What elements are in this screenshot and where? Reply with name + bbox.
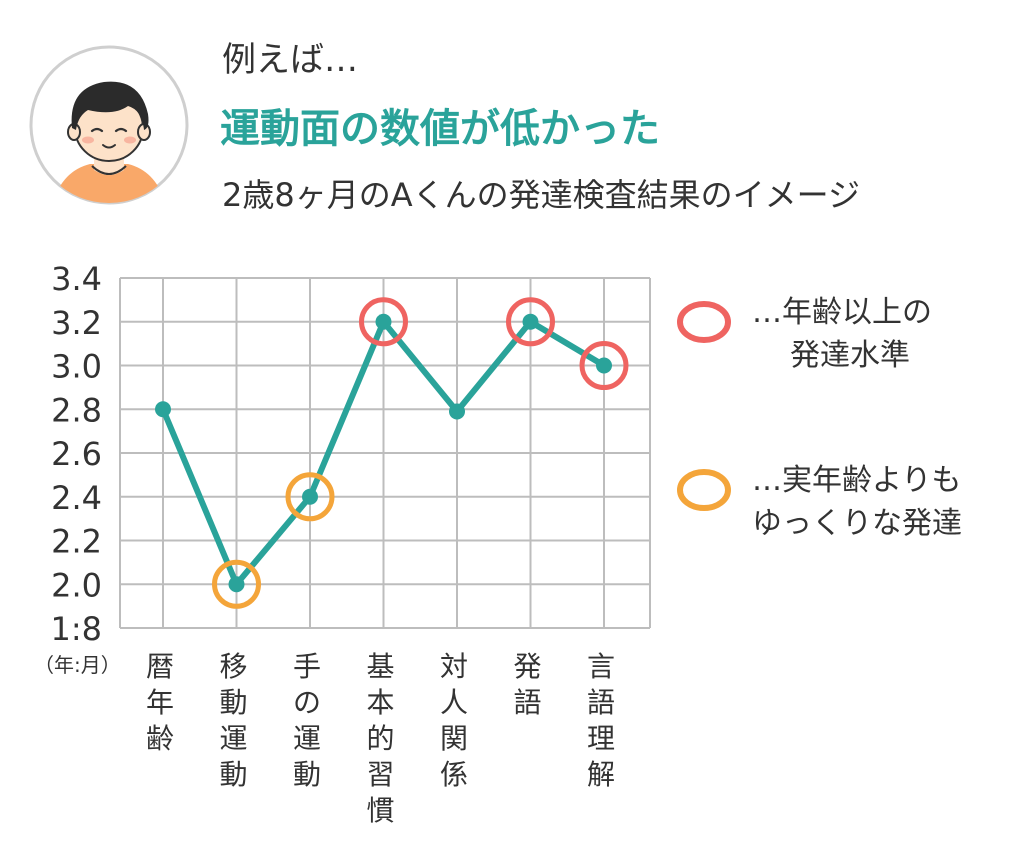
data-point (375, 313, 392, 330)
data-point (449, 403, 465, 420)
y-tick-label: 2.0 (51, 566, 102, 604)
x-category-label: 動 (219, 686, 247, 719)
x-category-label: 動 (293, 758, 321, 791)
data-point (302, 488, 318, 505)
x-category-label: 語 (513, 686, 541, 719)
x-category-label: 慣 (366, 794, 394, 827)
legend-slower-label-2: ゆっくりな発達 (752, 506, 962, 541)
x-category-label: 的 (366, 722, 394, 755)
above-age-ring (506, 297, 555, 347)
x-category-label: 言 (587, 650, 615, 683)
y-tick-label: 3.4 (51, 260, 102, 298)
x-category-label: 移 (219, 650, 247, 683)
data-point (228, 576, 245, 593)
intro-text: 例えば… (222, 40, 358, 80)
x-category-label: 関 (440, 722, 468, 755)
x-category-label: 動 (219, 758, 247, 791)
x-category-label: 習 (366, 758, 394, 791)
x-category-label: 基 (366, 650, 394, 683)
slower-development-ring (212, 559, 261, 609)
x-category-label: 係 (440, 758, 468, 791)
legend-above-age-label-1: …年齢以上の (752, 295, 932, 330)
legend-orange-ring-icon (677, 469, 731, 511)
x-category-label: 運 (219, 722, 247, 755)
y-tick-label: 2.4 (51, 479, 102, 517)
y-tick-label: 3.2 (51, 304, 102, 342)
x-category-label: 解 (587, 758, 615, 791)
legend-above-age-label-2: 発達水準 (790, 338, 910, 373)
legend-red-ring-icon (677, 301, 731, 343)
x-category-label: 運 (293, 722, 321, 755)
x-category-label: 発 (513, 650, 541, 683)
legend-slower-label-1: …実年齢よりも (752, 463, 962, 498)
x-category-label: 暦 (146, 650, 174, 683)
x-category-label: 齢 (146, 722, 174, 755)
x-category-label: 語 (587, 686, 615, 719)
x-category-label: 本 (366, 686, 394, 719)
line-chart: 1:82.02.22.42.62.83.03.23.4暦年齢移動運動手の運動基本… (34, 260, 651, 827)
x-category-label: 年 (146, 686, 174, 719)
x-category-label: 人 (440, 686, 468, 719)
data-point (522, 313, 539, 330)
above-age-ring (359, 297, 408, 347)
x-category-label: の (293, 686, 321, 719)
x-category-label: 対 (440, 650, 468, 683)
y-tick-label: 1:8 (51, 610, 103, 648)
y-tick-label: 2.2 (51, 523, 102, 561)
chart-subtitle: 2歳8ヶ月のAくんの発達検査結果のイメージ (222, 176, 860, 214)
y-unit-label: （年:月） (34, 653, 121, 677)
slower-development-ring (285, 472, 335, 522)
avatar (28, 44, 190, 206)
headline: 運動面の数値が低かった (220, 106, 660, 152)
above-age-ring (579, 341, 629, 390)
y-tick-label: 3.0 (51, 348, 102, 386)
x-category-label: 理 (587, 722, 615, 755)
x-category-label: 手 (293, 650, 321, 683)
data-point (155, 401, 171, 418)
y-tick-label: 2.8 (51, 391, 102, 429)
data-point (596, 357, 612, 374)
y-tick-label: 2.6 (51, 435, 102, 473)
